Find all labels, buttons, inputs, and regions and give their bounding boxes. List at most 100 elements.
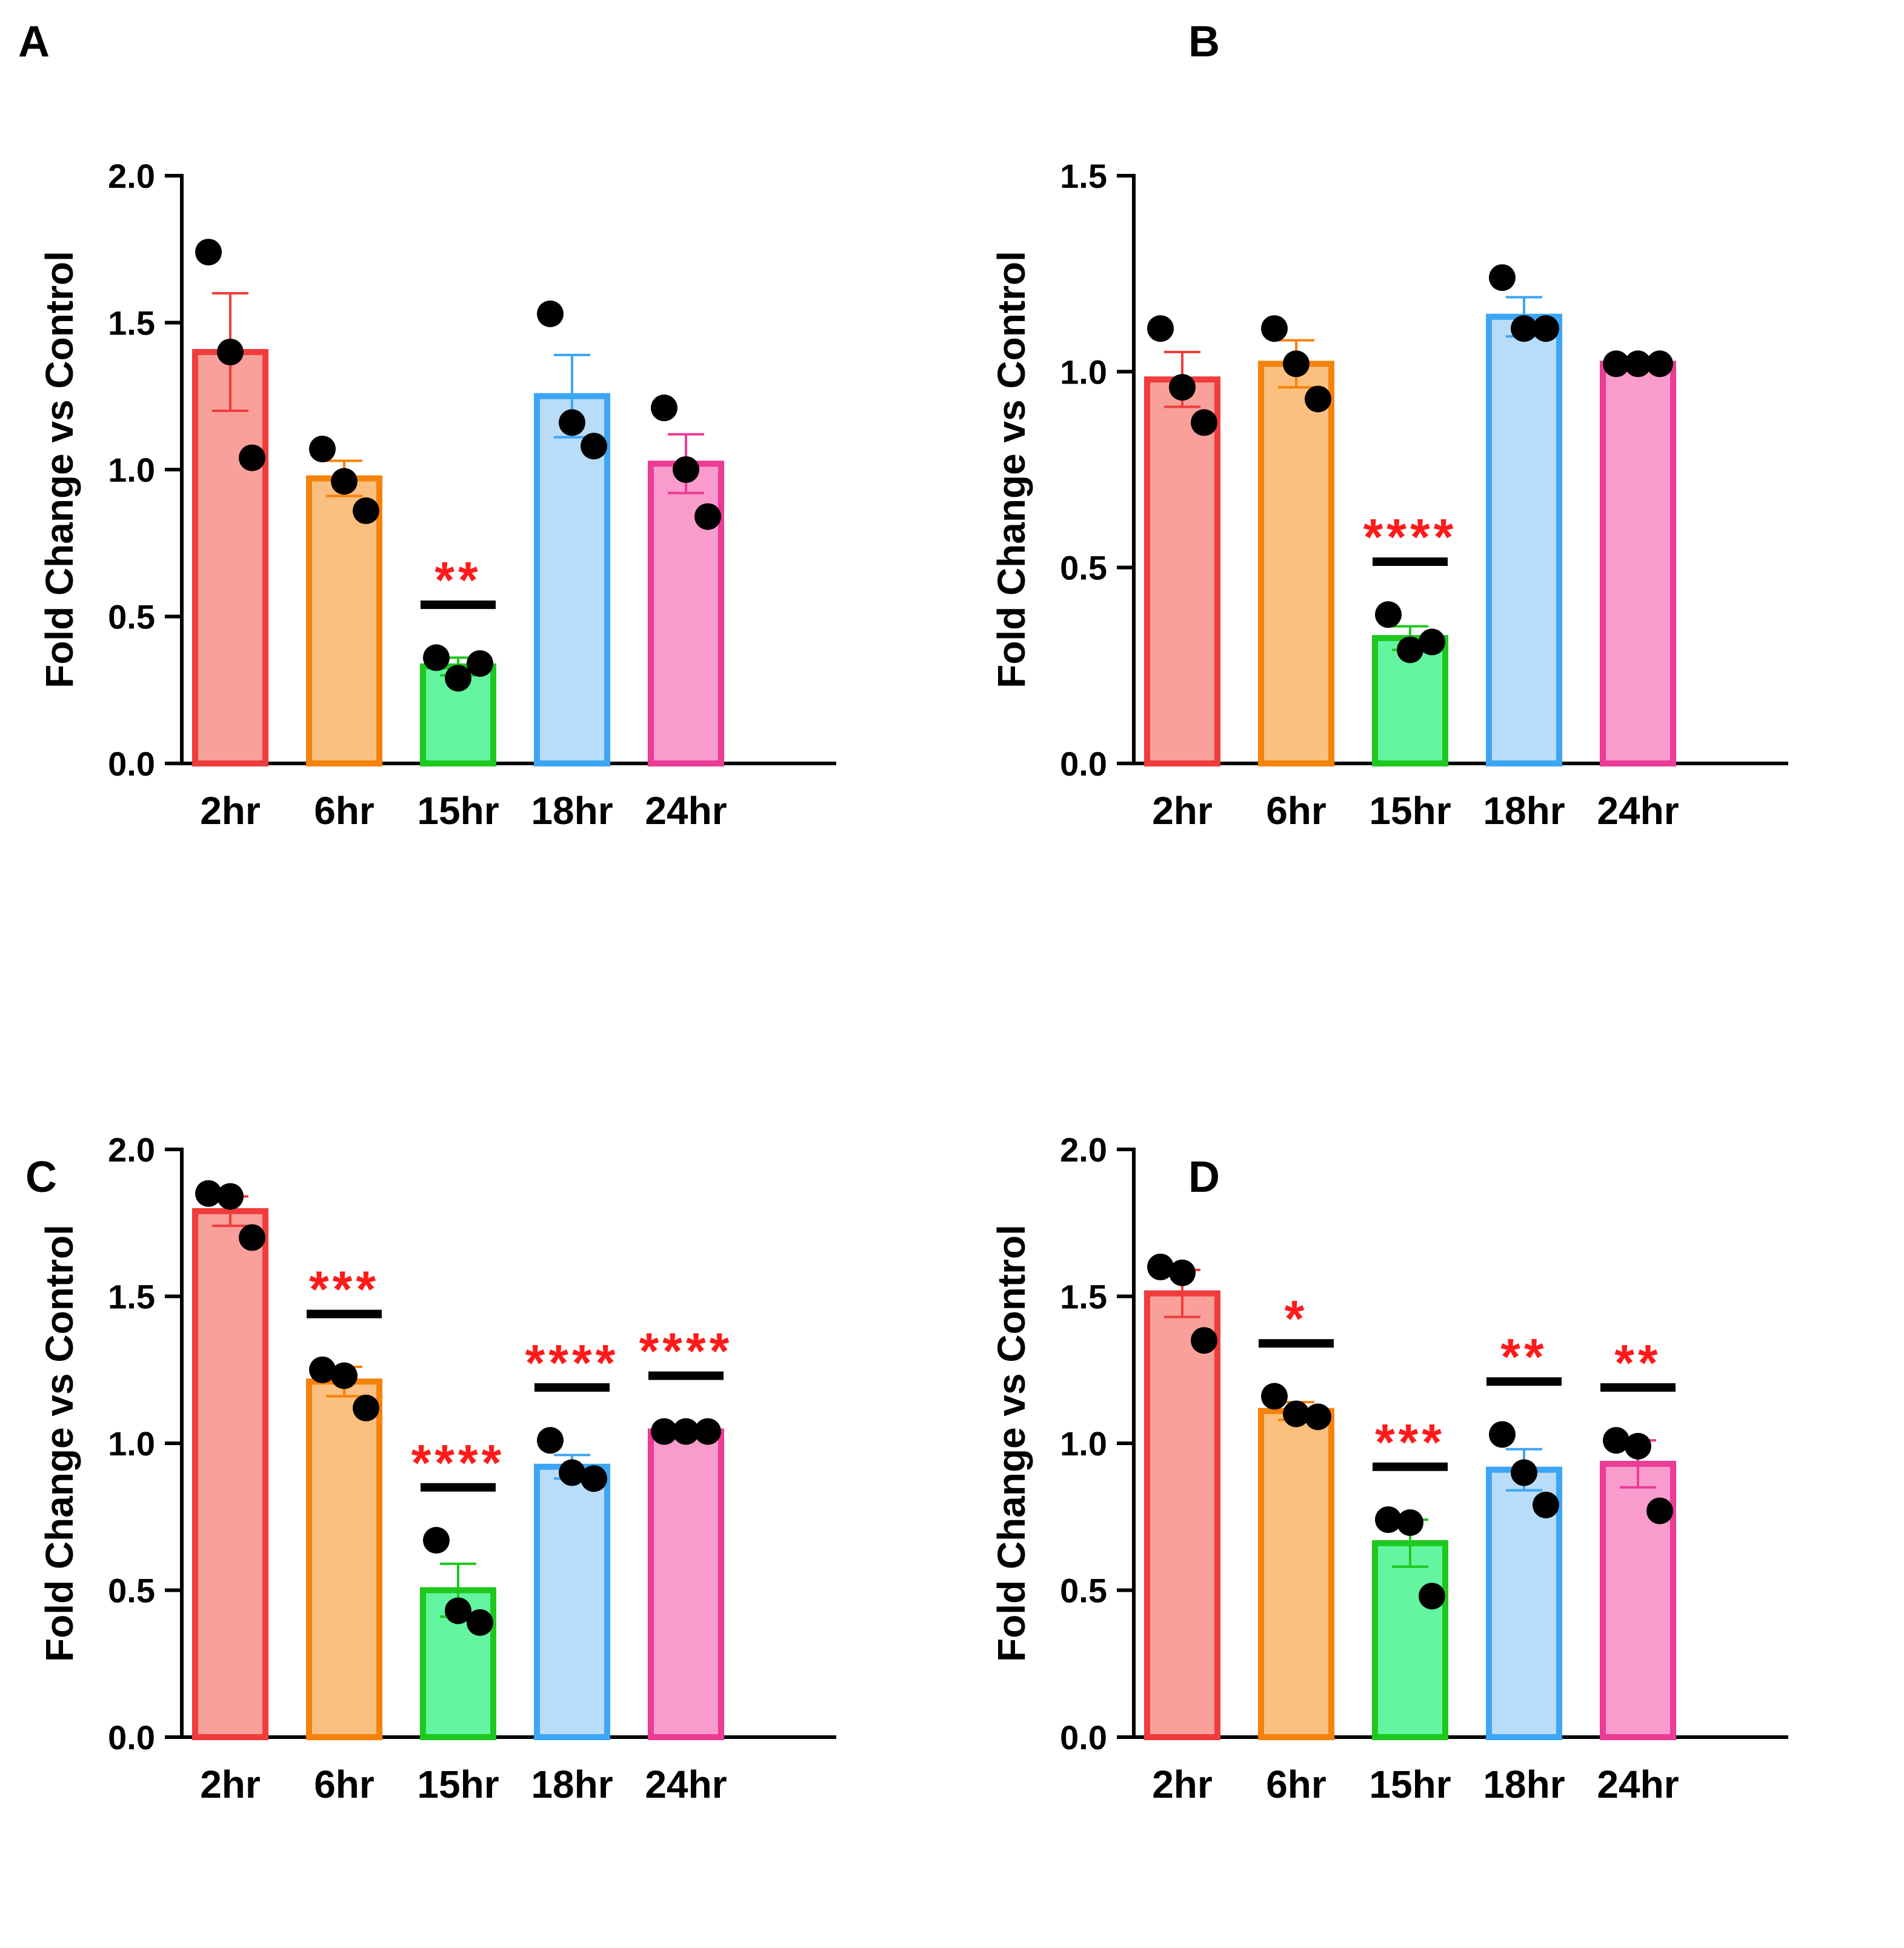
y-tick-label: 0.0 [108, 745, 155, 783]
chart-c: 0.0 0.5 1.0 1.5 2.0 Fold Change vs Control 2hr… [38, 1131, 836, 1806]
x-tick-label: 24hr [1597, 789, 1679, 833]
data-point [673, 456, 699, 483]
y-tick-label: 1.5 [1060, 1278, 1107, 1316]
data-point [1147, 1254, 1174, 1280]
data-point [309, 1356, 336, 1383]
data-point [353, 1394, 379, 1421]
x-tick-label: 18hr [1483, 789, 1565, 833]
y-tick-label: 1.0 [108, 451, 155, 489]
data-point [1646, 1497, 1673, 1524]
bar-15hr [1372, 1540, 1448, 1741]
data-point [1283, 1400, 1310, 1428]
x-tick-label: 15hr [417, 1763, 499, 1806]
chart-a: 0.0 0.5 1.0 1.5 2.0 Fold Change vs Control 2hr… [38, 157, 836, 833]
data-point [1489, 1421, 1516, 1448]
bar-6hr [306, 475, 382, 766]
significance-stars: ** [434, 551, 481, 608]
x-tick-label: 18hr [531, 1763, 613, 1806]
y-tick-label: 1.0 [1060, 353, 1107, 391]
significance-stars: **** [525, 1334, 619, 1391]
bar-2hr [192, 1208, 268, 1741]
data-point [217, 339, 244, 365]
y-tick-label: 0.0 [1060, 745, 1107, 783]
significance-stars: **** [1363, 508, 1457, 565]
data-point [581, 433, 607, 460]
data-point [1261, 1383, 1288, 1410]
x-tick-label: 2hr [1152, 1763, 1213, 1806]
data-point [1305, 1403, 1331, 1431]
x-tick-label: 15hr [1369, 789, 1451, 833]
x-tick-label: 6hr [314, 789, 374, 833]
significance-stars: * [1285, 1290, 1308, 1347]
data-point [353, 497, 379, 524]
data-point [1147, 315, 1174, 342]
x-tick-label: 18hr [531, 789, 613, 833]
data-point [1625, 1432, 1651, 1460]
x-tick-label: 15hr [417, 789, 499, 833]
data-point [1419, 1583, 1445, 1610]
y-tick-label: 2.0 [1060, 1131, 1107, 1169]
data-point [694, 503, 721, 530]
y-axis-label: Fold Change vs Control [990, 1225, 1033, 1662]
y-tick-label: 0.5 [1060, 1572, 1107, 1610]
panel-d: D 0.0 0.5 1.0 1.5 2.0 Fold Change vs Control 2… [952, 974, 1904, 1947]
y-tick-label: 2.0 [108, 157, 155, 195]
data-point [239, 444, 265, 471]
panel-label-a: A [18, 18, 50, 66]
significance-stars: ** [1500, 1328, 1547, 1385]
y-tick-label: 0.5 [108, 598, 155, 636]
data-point [445, 665, 471, 692]
data-point [651, 394, 677, 422]
x-tick-label: 18hr [1483, 1763, 1565, 1806]
x-tick-label: 24hr [645, 1763, 727, 1806]
data-point [1261, 315, 1288, 342]
y-tick-label: 0.0 [1060, 1718, 1107, 1757]
data-point [445, 1597, 471, 1624]
data-point [1603, 1427, 1629, 1454]
data-point [1191, 1327, 1217, 1354]
data-point [309, 436, 336, 463]
data-point [423, 644, 450, 671]
y-axis-label: Fold Change vs Control [38, 251, 81, 688]
data-point [694, 1418, 721, 1445]
y-axis-label: Fold Change vs Control [38, 1225, 81, 1662]
x-tick-label: 2hr [1152, 789, 1213, 833]
y-tick-label: 2.0 [108, 1131, 155, 1169]
data-point [1305, 385, 1331, 413]
bar-2hr [1144, 1290, 1220, 1740]
chart-b: 0.0 0.5 1.0 1.5 Fold Change vs Control 2hr 6hr… [990, 157, 1788, 833]
bar-6hr [1258, 1408, 1334, 1740]
data-point [1283, 350, 1310, 377]
data-point [1375, 1506, 1402, 1534]
bar-18hr [1486, 313, 1562, 766]
y-tick-label: 1.5 [1060, 157, 1107, 195]
bar-2hr [192, 349, 268, 766]
x-tick-label: 24hr [645, 789, 727, 833]
data-point [673, 1418, 699, 1445]
data-point [195, 1180, 222, 1207]
y-tick-label: 1.0 [1060, 1424, 1107, 1463]
panel-label-d: D [1188, 1153, 1220, 1202]
data-point [331, 1362, 358, 1389]
data-point [423, 1527, 450, 1554]
bar-6hr [1258, 361, 1334, 766]
data-point [581, 1465, 607, 1492]
x-tick-label: 24hr [1597, 1763, 1679, 1806]
data-point [239, 1224, 265, 1251]
data-point [217, 1183, 244, 1210]
data-point [559, 1459, 585, 1486]
x-tick-label: 6hr [1266, 1763, 1326, 1806]
significance-stars: **** [639, 1322, 733, 1379]
data-point [537, 300, 564, 327]
significance-stars: *** [309, 1261, 379, 1318]
data-point [1646, 350, 1673, 377]
panel-b: B 0.0 0.5 1.0 1.5 Fold Change vs Control 2hr 6… [952, 0, 1904, 974]
y-tick-label: 0.5 [1060, 549, 1107, 587]
data-point [651, 1418, 677, 1445]
data-point [1489, 264, 1516, 291]
bar-24hr [648, 1428, 724, 1740]
data-point [331, 468, 358, 495]
data-point [537, 1427, 564, 1454]
panel-label-c: C [25, 1153, 57, 1202]
y-tick-label: 1.5 [108, 304, 155, 342]
